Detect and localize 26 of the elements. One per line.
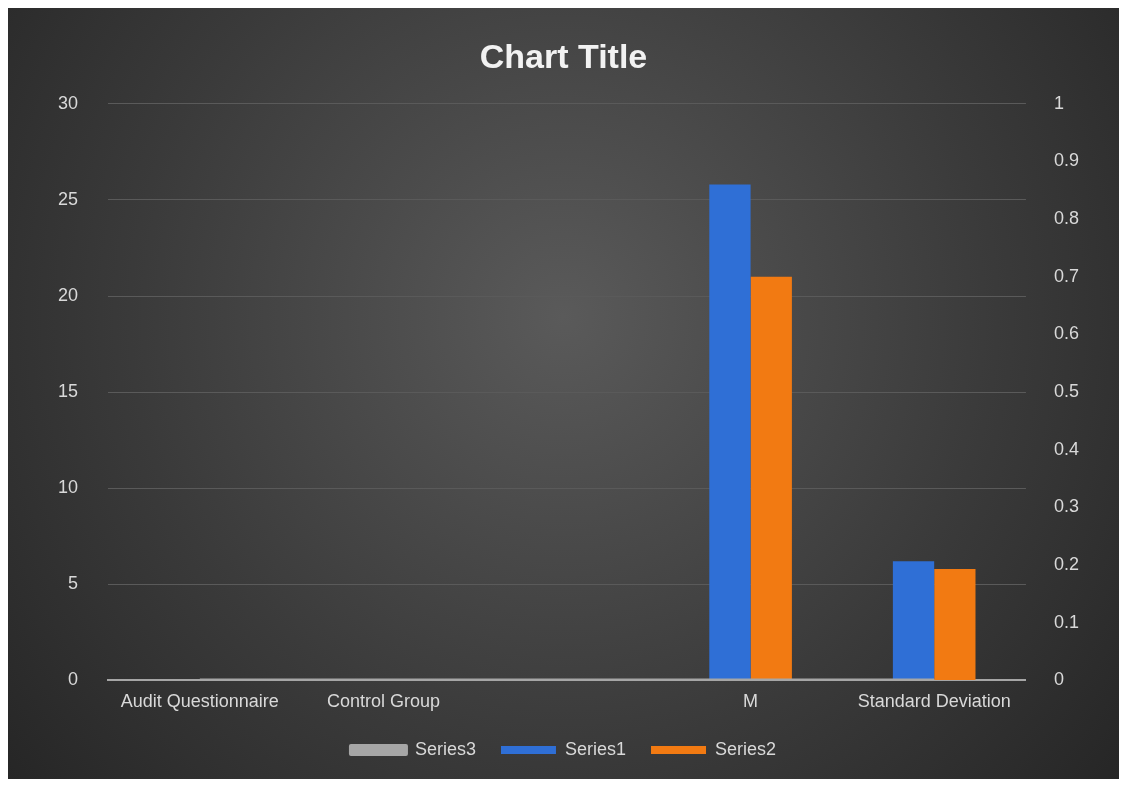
y2-tick-label: 0.9 [1053,150,1080,171]
y-tick-label: 15 [57,381,79,402]
y2-tick-label: 0.2 [1053,554,1080,575]
y-tick-label: 5 [68,573,79,594]
y2-tick-label: 0.8 [1053,208,1080,229]
y-tick-label: 0 [68,669,79,690]
y2-tick-label: 0.1 [1053,611,1080,632]
y2-tick-label: 0 [1053,669,1064,690]
y-tick-label: 25 [57,188,79,209]
y2-tick-label: 0.6 [1053,323,1080,344]
x-tick-label: Audit Questionnaire [120,691,279,712]
y2-tick-label: 1 [1053,92,1064,113]
legend-label: Series1 [564,738,627,759]
x-tick-label: Standard Deviation [857,691,1011,712]
y-tick-label: 10 [57,477,79,498]
y2-tick-label: 0.4 [1053,438,1080,459]
y2-tick-label: 0.7 [1053,265,1080,286]
x-tick-label: Control Group [326,691,440,712]
legend-label: Series3 [414,738,476,759]
y-tick-label: 30 [57,92,79,113]
y2-tick-label: 0.3 [1053,496,1080,517]
x-tick-label: M [743,691,759,712]
legend-label: Series2 [715,738,777,759]
y-tick-label: 20 [57,284,79,305]
y2-tick-label: 0.5 [1053,381,1080,402]
chart-title: Chart Title [479,36,648,75]
